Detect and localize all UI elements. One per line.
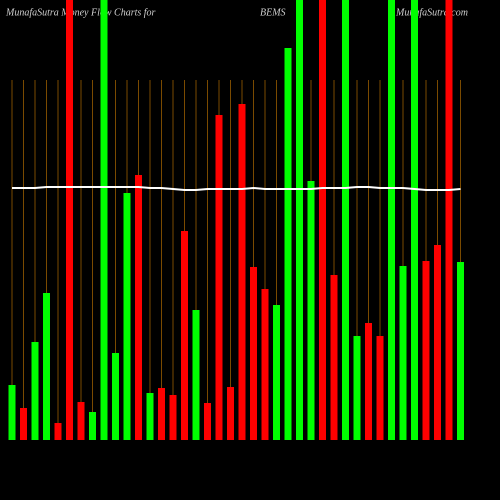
bar — [388, 0, 395, 440]
bar — [181, 231, 188, 440]
bar — [238, 104, 246, 440]
bar — [20, 408, 27, 440]
bar — [273, 305, 280, 440]
bar — [192, 310, 200, 440]
bar — [445, 0, 453, 440]
bar — [376, 336, 384, 440]
bar — [261, 289, 269, 440]
bar — [422, 261, 430, 440]
bar — [330, 275, 338, 440]
bar — [227, 387, 234, 440]
bar — [215, 115, 223, 440]
bar — [77, 402, 85, 440]
chart-symbol: BEMS — [260, 7, 286, 18]
bar — [399, 266, 407, 440]
bar — [89, 412, 96, 440]
bar — [135, 175, 142, 440]
bar — [296, 0, 303, 440]
bar — [319, 0, 326, 440]
bar — [250, 267, 257, 440]
bar — [204, 403, 211, 440]
bar — [307, 181, 315, 440]
bar — [457, 262, 464, 440]
bar — [100, 0, 108, 440]
bar — [146, 393, 154, 440]
bar — [112, 353, 119, 440]
bar — [66, 0, 73, 440]
bar — [169, 395, 177, 440]
bar — [353, 336, 361, 440]
bar — [8, 385, 16, 440]
bar — [54, 423, 62, 440]
flow-line — [12, 186, 461, 191]
bar — [31, 342, 39, 440]
bar — [43, 293, 50, 440]
bar — [434, 245, 441, 440]
bar — [411, 0, 418, 440]
bar — [284, 48, 292, 440]
chart-title: MunafaSutra Money Flow Charts for — [5, 7, 156, 18]
site-name: MunafaSutra.com — [395, 7, 468, 18]
bar — [123, 193, 131, 440]
bar — [342, 0, 349, 440]
bar — [365, 323, 372, 440]
bar — [158, 388, 165, 440]
